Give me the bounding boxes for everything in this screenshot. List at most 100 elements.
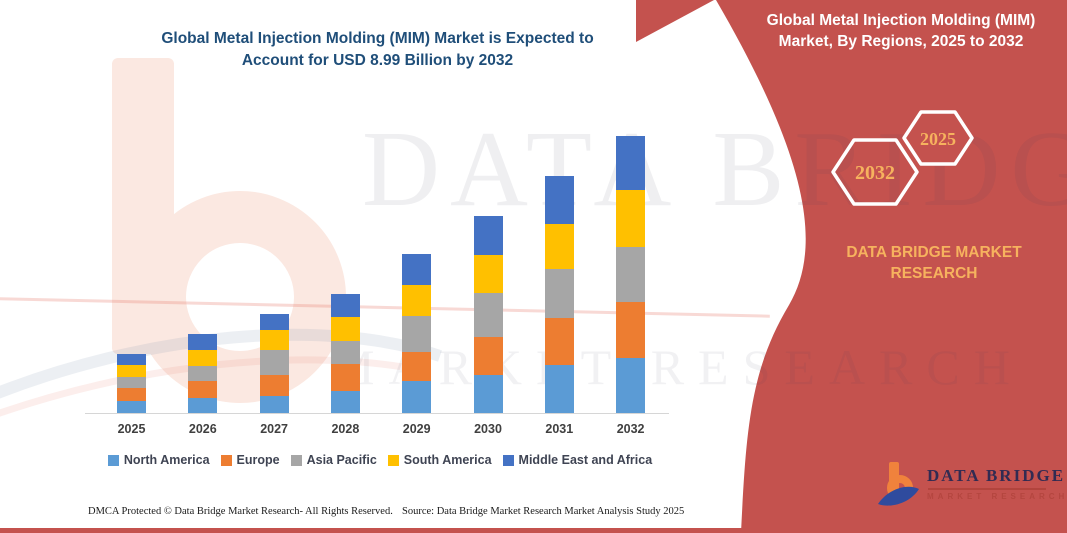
segment-north-america <box>402 381 432 413</box>
segment-asia-pacific <box>473 293 503 337</box>
segment-north-america <box>544 364 574 413</box>
segment-north-america <box>117 400 146 413</box>
legend-item-middle-east-and-africa: Middle East and Africa <box>502 453 653 467</box>
segment-south-america <box>544 223 574 270</box>
legend-label: Middle East and Africa <box>518 453 653 467</box>
bar-2026 <box>188 334 218 413</box>
segment-south-america <box>330 317 360 341</box>
segment-middle-east-and-africa <box>330 294 360 318</box>
segment-asia-pacific <box>402 316 432 353</box>
databridge-logo-icon <box>878 462 919 506</box>
hexagon-2025: 2025 <box>902 110 974 166</box>
segment-middle-east-and-africa <box>616 136 646 190</box>
segment-middle-east-and-africa <box>402 253 432 286</box>
panel-brand-line2: RESEARCH <box>890 265 978 282</box>
chart-title-line2: Account for USD 8.99 Billion by 2032 <box>241 52 514 69</box>
legend-label: North America <box>123 453 210 467</box>
segment-middle-east-and-africa <box>188 334 218 350</box>
chart-title: Global Metal Injection Molding (MIM) Mar… <box>100 28 655 72</box>
segment-asia-pacific <box>544 269 574 318</box>
legend-item-europe: Europe <box>220 453 280 467</box>
bar-2032 <box>616 136 646 413</box>
x-label-2028: 2028 <box>331 422 360 436</box>
segment-asia-pacific <box>259 350 289 376</box>
segment-europe <box>402 352 432 382</box>
red-top-sliver <box>636 0 714 42</box>
segment-south-america <box>402 285 432 317</box>
segment-asia-pacific <box>616 246 646 302</box>
panel-title-line2: Market, By Regions, 2025 to 2032 <box>778 33 1024 50</box>
legend-label: Asia Pacific <box>306 453 377 467</box>
legend-label: Europe <box>236 453 280 467</box>
segment-middle-east-and-africa <box>544 175 574 224</box>
footer-source-text: Source: Data Bridge Market Research Mark… <box>402 506 685 517</box>
panel-title: Global Metal Injection Molding (MIM) Mar… <box>742 10 1060 52</box>
hexagon-2032-label: 2032 <box>855 162 895 184</box>
segment-north-america <box>188 398 218 413</box>
segment-europe <box>544 317 574 365</box>
legend-item-north-america: North America <box>107 453 210 467</box>
segment-europe <box>473 336 503 375</box>
segment-south-america <box>616 189 646 247</box>
segment-asia-pacific <box>188 365 218 381</box>
segment-europe <box>616 301 646 358</box>
plot-area <box>88 113 673 413</box>
bar-2025 <box>117 353 146 413</box>
segment-north-america <box>330 391 360 413</box>
bar-2028 <box>330 294 360 413</box>
footer-dmca-text: DMCA Protected © Data Bridge Market Rese… <box>88 506 393 517</box>
legend-label: South America <box>403 453 492 467</box>
segment-asia-pacific <box>330 340 360 365</box>
bar-2027 <box>259 314 289 413</box>
x-axis-line <box>85 413 669 414</box>
legend-marker-icon <box>502 454 514 466</box>
segment-middle-east-and-africa <box>117 353 146 366</box>
segment-middle-east-and-africa <box>259 314 289 330</box>
panel-brand-line1: DATA BRIDGE MARKET <box>846 244 1022 261</box>
logo-subtitle: MARKET RESEARCH <box>927 492 1067 501</box>
legend-item-south-america: South America <box>387 453 492 467</box>
chart-legend: North America Europe Asia Pacific South Ame… <box>70 453 690 467</box>
segment-north-america <box>259 396 289 413</box>
red-bottom-strip <box>0 528 1067 533</box>
segment-north-america <box>616 357 646 413</box>
legend-item-asia-pacific: Asia Pacific <box>290 453 377 467</box>
x-label-2031: 2031 <box>545 422 574 436</box>
segment-north-america <box>473 374 503 413</box>
chart-title-line1: Global Metal Injection Molding (MIM) Mar… <box>161 30 594 47</box>
segment-europe <box>330 364 360 392</box>
legend-marker-icon <box>290 454 302 466</box>
databridge-logo-text: DATA BRIDGE MARKET RESEARCH <box>927 466 1067 501</box>
segment-europe <box>259 375 289 397</box>
segment-south-america <box>188 349 218 366</box>
watermark-text-marketresearch: MARKET RESEARCH <box>330 339 1024 395</box>
legend-marker-icon <box>107 454 119 466</box>
bar-2029 <box>402 253 432 413</box>
bar-2030 <box>473 215 503 413</box>
bar-2031 <box>544 175 574 413</box>
segment-europe <box>117 388 146 401</box>
logo-name: DATA BRIDGE <box>927 466 1066 485</box>
red-panel <box>716 0 1067 533</box>
segment-asia-pacific <box>117 376 146 389</box>
segment-south-america <box>473 255 503 294</box>
segment-middle-east-and-africa <box>473 215 503 256</box>
databridge-logo: DATA BRIDGE MARKET RESEARCH <box>876 460 1067 510</box>
legend-marker-icon <box>387 454 399 466</box>
panel-title-line1: Global Metal Injection Molding (MIM) <box>766 12 1036 29</box>
panel-brand-text: DATA BRIDGE MARKET RESEARCH <box>808 242 1060 284</box>
x-label-2026: 2026 <box>188 422 217 436</box>
hexagon-2032: 2032 <box>831 138 919 206</box>
x-label-2032: 2032 <box>616 422 645 436</box>
x-label-2030: 2030 <box>474 422 502 436</box>
segment-south-america <box>259 329 289 351</box>
segment-south-america <box>117 365 146 377</box>
x-label-2025: 2025 <box>117 422 146 436</box>
hexagon-2025-label: 2025 <box>920 129 956 149</box>
legend-marker-icon <box>220 454 232 466</box>
logo-divider <box>928 488 1046 490</box>
segment-europe <box>188 380 218 399</box>
x-axis-labels: 2025 2026 2027 2028 2029 2030 2031 2032 <box>88 422 673 440</box>
